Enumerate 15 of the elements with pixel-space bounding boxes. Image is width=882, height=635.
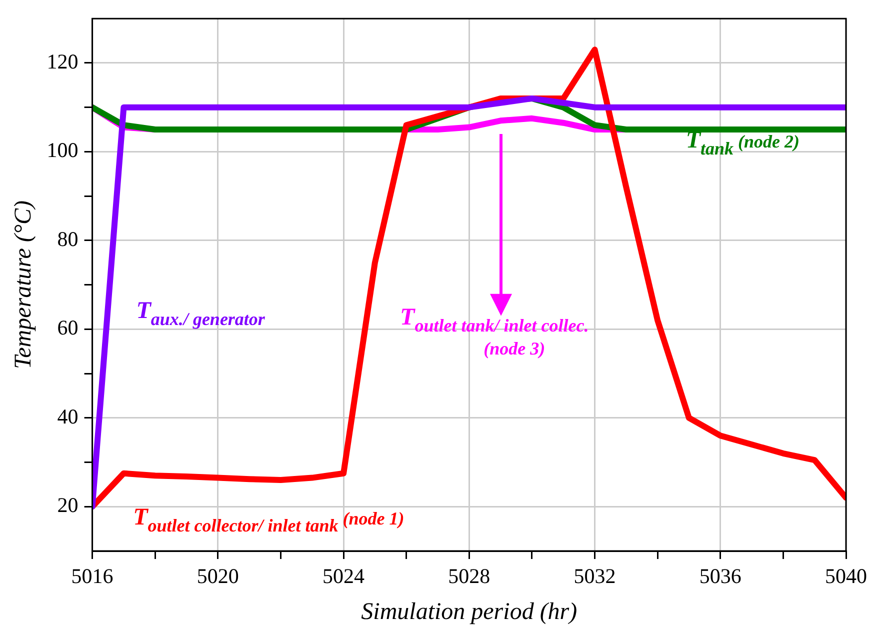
y-axis-title: Temperature (°C) [10,200,37,370]
x-axis-title: Simulation period (hr) [361,598,578,625]
y-tick-label: 40 [57,404,78,428]
y-tick-label: 20 [57,493,78,518]
y-tick-label: 100 [46,138,78,162]
x-tick-label: 5028 [448,564,490,588]
y-tick-label: 60 [57,316,78,340]
x-tick-label: 5016 [71,564,114,588]
x-tick-label: 5032 [574,564,616,588]
y-tick-label: 120 [46,49,78,74]
x-tick-label: 5024 [322,564,366,588]
x-tick-label: 5020 [196,564,239,588]
y-tick-label: 80 [57,226,78,251]
x-tick-label: 5040 [825,564,867,588]
x-tick-label: 5036 [699,564,742,588]
